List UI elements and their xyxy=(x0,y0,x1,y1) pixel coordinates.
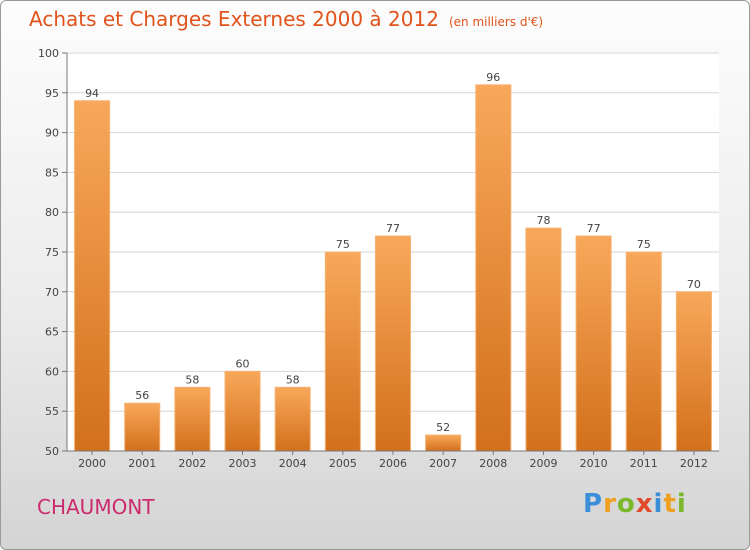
bar-2004 xyxy=(274,386,311,452)
brand-letter: t xyxy=(663,489,677,519)
brand-letter: P xyxy=(583,489,604,519)
bar-2011 xyxy=(625,251,662,452)
value-label: 58 xyxy=(286,373,300,386)
x-tick-label: 2007 xyxy=(429,457,457,470)
chart-subtitle: (en milliers d'€) xyxy=(448,15,544,29)
value-label: 52 xyxy=(436,421,450,434)
y-tick-label: 90 xyxy=(45,127,59,140)
y-tick-label: 70 xyxy=(45,286,59,299)
x-tick-label: 2000 xyxy=(78,457,106,470)
y-tick-label: 80 xyxy=(45,206,59,219)
bar-2000 xyxy=(74,100,111,452)
value-label: 60 xyxy=(236,357,250,370)
value-label: 94 xyxy=(85,87,99,100)
y-tick-label: 65 xyxy=(45,326,59,339)
value-label: 77 xyxy=(587,222,601,235)
bar-2001 xyxy=(124,402,161,452)
y-tick-label: 55 xyxy=(45,405,59,418)
x-tick-label: 2012 xyxy=(680,457,708,470)
y-tick-label: 75 xyxy=(45,246,59,259)
bar-2008 xyxy=(475,84,512,452)
value-label: 77 xyxy=(386,222,400,235)
value-label: 70 xyxy=(687,278,701,291)
x-tick-label: 2008 xyxy=(479,457,507,470)
chart-title-block: Achats et Charges Externes 2000 à 2012 (e… xyxy=(29,7,543,31)
bar-2010 xyxy=(575,235,612,452)
value-label: 58 xyxy=(185,373,199,386)
bar-2007 xyxy=(425,434,462,452)
brand-letter: x xyxy=(635,489,654,519)
bar-2005 xyxy=(324,251,361,452)
commune-name: CHAUMONT xyxy=(37,495,155,519)
y-tick-label: 60 xyxy=(45,365,59,378)
y-tick-label: 50 xyxy=(45,445,59,458)
bar-2006 xyxy=(375,235,411,452)
x-tick-label: 2003 xyxy=(229,457,257,470)
bar-2003 xyxy=(224,370,261,452)
value-label: 75 xyxy=(336,238,350,251)
value-label: 75 xyxy=(637,238,651,251)
bar-2012 xyxy=(675,291,712,452)
brand-letter: i xyxy=(653,489,664,519)
brand-letter: i xyxy=(676,489,687,519)
value-label: 96 xyxy=(486,71,500,84)
x-tick-label: 2011 xyxy=(630,457,658,470)
x-tick-label: 2009 xyxy=(529,457,557,470)
bar-2009 xyxy=(525,227,562,452)
y-tick-label: 85 xyxy=(45,166,59,179)
value-label: 56 xyxy=(135,389,149,402)
brand-letter: o xyxy=(616,489,636,519)
x-tick-label: 2010 xyxy=(580,457,608,470)
chart-title: Achats et Charges Externes 2000 à 2012 xyxy=(29,7,439,31)
x-tick-label: 2001 xyxy=(128,457,156,470)
y-tick-label: 95 xyxy=(45,87,59,100)
value-label: 78 xyxy=(536,214,550,227)
brand-letter: r xyxy=(603,489,617,519)
x-tick-label: 2002 xyxy=(178,457,206,470)
y-tick-label: 100 xyxy=(38,47,59,60)
proxiti-logo: Proxiti xyxy=(583,489,687,519)
x-tick-label: 2004 xyxy=(279,457,307,470)
x-tick-label: 2005 xyxy=(329,457,357,470)
x-tick-label: 2006 xyxy=(379,457,407,470)
bar-2002 xyxy=(174,386,211,452)
